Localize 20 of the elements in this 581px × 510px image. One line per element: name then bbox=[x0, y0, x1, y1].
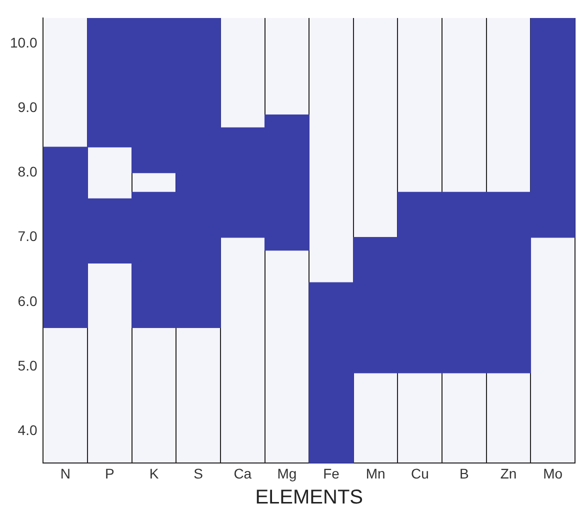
y-tick-label: 5.0 bbox=[18, 357, 38, 374]
x-tick-label: Zn bbox=[500, 465, 517, 482]
x-tick-label: Mg bbox=[277, 465, 297, 482]
x-tick-label: N bbox=[60, 465, 70, 482]
x-tick-label: Fe bbox=[323, 465, 340, 482]
x-tick-label: Mo bbox=[543, 465, 563, 482]
y-tick-label: 4.0 bbox=[18, 422, 38, 438]
y-tick-label: 7.0 bbox=[18, 228, 38, 244]
x-tick-label: Ca bbox=[234, 465, 252, 482]
x-tick-label: P bbox=[105, 465, 114, 482]
x-axis-title: ELEMENTS bbox=[255, 486, 364, 509]
x-tick-label: S bbox=[194, 465, 204, 482]
x-tick-label: B bbox=[460, 465, 469, 482]
x-tick-label: Mn bbox=[366, 465, 386, 482]
y-tick-label: 6.0 bbox=[18, 292, 38, 309]
y-tick-label: 8.0 bbox=[18, 164, 38, 180]
x-tick-label: Cu bbox=[410, 465, 429, 482]
y-tick-label: 9.0 bbox=[18, 99, 38, 116]
x-tick-label: K bbox=[149, 465, 160, 482]
y-tick-label: 10.0 bbox=[10, 34, 38, 51]
